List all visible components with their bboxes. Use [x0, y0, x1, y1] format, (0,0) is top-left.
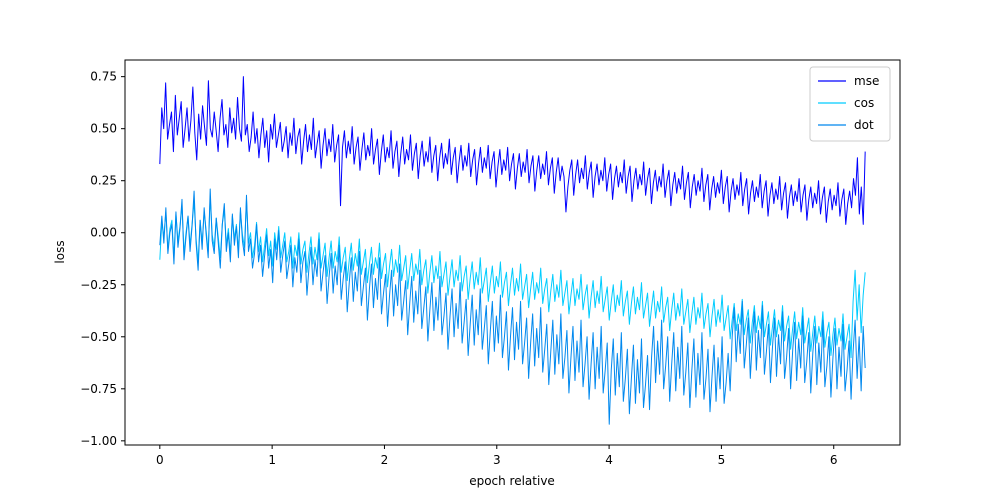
y-axis-ticks: −1.00 −0.75 −0.50 −0.25 0.00 0.25 0.50 0.75 — [80, 70, 125, 448]
y-tick-label: 0.25 — [90, 174, 117, 188]
x-tick-label: 3 — [493, 453, 501, 467]
series-layer — [159, 76, 866, 425]
y-tick-label: 0.75 — [90, 70, 117, 84]
x-axis-ticks: 0 1 2 3 4 5 6 — [156, 445, 838, 467]
plot-area — [125, 60, 900, 445]
x-tick-label: 2 — [381, 453, 389, 467]
x-tick-label: 1 — [268, 453, 276, 467]
x-tick-label: 6 — [830, 453, 838, 467]
y-tick-label: 0.00 — [90, 226, 117, 240]
y-axis-label: loss — [53, 240, 67, 263]
legend: mse cos dot — [809, 66, 891, 142]
y-tick-label: 0.50 — [90, 122, 117, 136]
y-tick-label: −1.00 — [80, 434, 117, 448]
plot-frame — [124, 59, 901, 446]
series-line-mse — [159, 76, 866, 225]
x-tick-label: 4 — [605, 453, 613, 467]
x-axis-label: epoch relative — [469, 474, 555, 488]
y-tick-label: −0.50 — [80, 330, 117, 344]
x-tick-label: 0 — [156, 453, 164, 467]
series-line-dot — [159, 188, 866, 425]
series-line-cos — [159, 196, 866, 359]
legend-label-dot: dot — [854, 118, 874, 132]
legend-box — [809, 66, 891, 142]
x-tick-label: 5 — [718, 453, 726, 467]
legend-label-mse: mse — [854, 74, 879, 88]
y-tick-label: −0.25 — [80, 278, 117, 292]
y-tick-label: −0.75 — [80, 382, 117, 396]
legend-label-cos: cos — [854, 96, 874, 110]
